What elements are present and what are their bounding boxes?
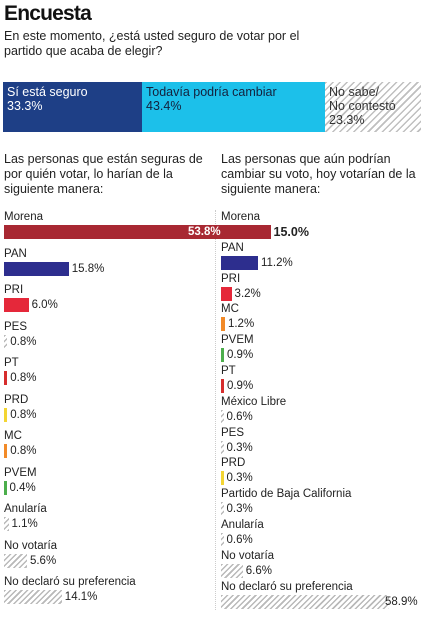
category-label-pt: PT	[4, 357, 19, 369]
bar-no-declaro-su-preferencia	[221, 594, 389, 609]
left-chart-header: Las personas que están seguras de por qu…	[4, 152, 203, 196]
bar-mexico-libre	[221, 409, 224, 424]
segment-no-answer: No sabe/ No contestó 23.3%	[325, 82, 421, 132]
right-chart-header: Las personas que aún podrían cambiar su …	[221, 152, 416, 196]
divider-line	[215, 210, 216, 610]
value-label-morena: 15.0%	[273, 225, 309, 239]
value-label-prd: 0.8%	[10, 408, 37, 421]
category-label-pri: PRI	[221, 272, 241, 285]
value-label-anularia: 1.1%	[11, 518, 38, 530]
bar-pri	[4, 298, 29, 312]
category-label-pan: PAN	[221, 241, 244, 254]
value-label-no-declaro-su-preferencia: 14.1%	[64, 591, 98, 603]
category-label-mc: MC	[4, 430, 22, 442]
category-label-mc: MC	[221, 303, 239, 316]
bar-pan	[4, 261, 69, 276]
category-label-no-votaria: No votaría	[4, 539, 58, 552]
bar-anularia	[221, 533, 224, 547]
bar-pes	[221, 440, 224, 455]
certainty-stacked-bar: Sí está seguro 33.3% Todavía podría camb…	[3, 82, 421, 132]
value-label-pan: 15.8%	[71, 262, 105, 275]
category-label-pvem: PVEM	[4, 466, 37, 479]
value-label-no-votaria: 6.6%	[245, 564, 272, 577]
bar-no-votaria	[4, 553, 27, 568]
value-label-mc: 1.2%	[227, 318, 255, 331]
value-label-pes: 0.8%	[10, 335, 37, 348]
value-label-partido-de-baja-california: 0.3%	[226, 503, 253, 516]
bar-pt	[4, 371, 8, 385]
segment-sure: Sí está seguro 33.3%	[3, 82, 142, 132]
category-label-anularia: Anularía	[221, 519, 264, 531]
value-label-pes: 0.3%	[226, 441, 253, 454]
segment-no-answer-label-1: No sabe/	[329, 85, 380, 99]
value-label-pan: 11.2%	[260, 256, 293, 269]
value-label-pt: 0.9%	[226, 380, 254, 392]
category-label-pri: PRI	[4, 284, 24, 296]
bar-pvem	[4, 480, 7, 495]
value-label-pvem: 0.9%	[226, 349, 254, 362]
category-label-prd: PRD	[221, 457, 246, 470]
segment-maybe-value: 43.4%	[146, 99, 182, 113]
value-label-anularia: 0.6%	[226, 534, 253, 546]
bar-partido-de-baja-california	[221, 502, 224, 517]
value-label-no-declaro-su-preferencia: 58.9%	[385, 595, 418, 608]
survey-question: En este momento, ¿está usted seguro de v…	[4, 29, 300, 58]
category-label-pvem: PVEM	[221, 334, 254, 347]
category-label-partido-de-baja-california: Partido de Baja California	[221, 488, 352, 501]
value-label-no-votaria: 5.6%	[29, 554, 57, 567]
category-label-pt: PT	[221, 365, 236, 377]
category-label-morena: Morena	[4, 211, 43, 223]
value-label-pri: 3.2%	[234, 287, 261, 300]
category-label-mexico-libre: México Libre	[221, 395, 287, 408]
category-label-no-declaro-su-preferencia: No declaró su preferencia	[221, 580, 353, 593]
bar-morena	[221, 225, 271, 239]
category-label-prd: PRD	[4, 393, 29, 406]
segment-maybe-label: Todavía podría cambiar	[146, 85, 277, 99]
bar-mc	[221, 317, 225, 332]
bar-pri	[221, 286, 232, 301]
segment-no-answer-value: 23.3%	[329, 113, 365, 127]
category-label-anularia: Anularía	[4, 503, 47, 515]
value-label-morena: 53.8%	[187, 226, 221, 238]
segment-maybe: Todavía podría cambiar 43.4%	[142, 82, 325, 132]
segment-sure-value: 33.3%	[7, 99, 43, 113]
segment-no-answer-label-2: No contestó	[329, 99, 396, 113]
category-label-pes: PES	[4, 320, 28, 333]
category-label-pes: PES	[221, 426, 245, 439]
bar-no-votaria	[221, 563, 243, 578]
bar-pes	[4, 334, 8, 349]
category-label-morena: Morena	[221, 211, 260, 223]
value-label-pri: 6.0%	[31, 299, 58, 311]
value-label-pt: 0.8%	[10, 372, 37, 384]
category-label-no-votaria: No votaría	[221, 549, 275, 562]
value-label-pvem: 0.4%	[9, 481, 36, 494]
category-label-no-declaro-su-preferencia: No declaró su preferencia	[4, 576, 136, 588]
bar-pvem	[221, 348, 224, 363]
bar-prd	[4, 407, 8, 422]
bar-anularia	[4, 517, 9, 531]
value-label-mexico-libre: 0.6%	[226, 410, 253, 423]
bar-no-declaro-su-preferencia	[4, 590, 62, 604]
segment-sure-label: Sí está seguro	[7, 85, 88, 99]
bar-pt	[221, 379, 224, 393]
value-label-prd: 0.3%	[226, 472, 253, 485]
bar-mc	[4, 444, 8, 458]
bar-pan	[221, 255, 258, 270]
bar-morena	[4, 225, 225, 239]
bar-prd	[221, 471, 224, 486]
value-label-mc: 0.8%	[10, 445, 37, 457]
chart-title: Encuesta	[4, 2, 92, 25]
category-label-pan: PAN	[4, 247, 27, 260]
